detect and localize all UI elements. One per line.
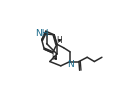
Text: N: N: [67, 60, 73, 69]
Text: H: H: [51, 53, 57, 62]
Text: NH: NH: [35, 29, 49, 38]
Text: H: H: [57, 36, 63, 45]
